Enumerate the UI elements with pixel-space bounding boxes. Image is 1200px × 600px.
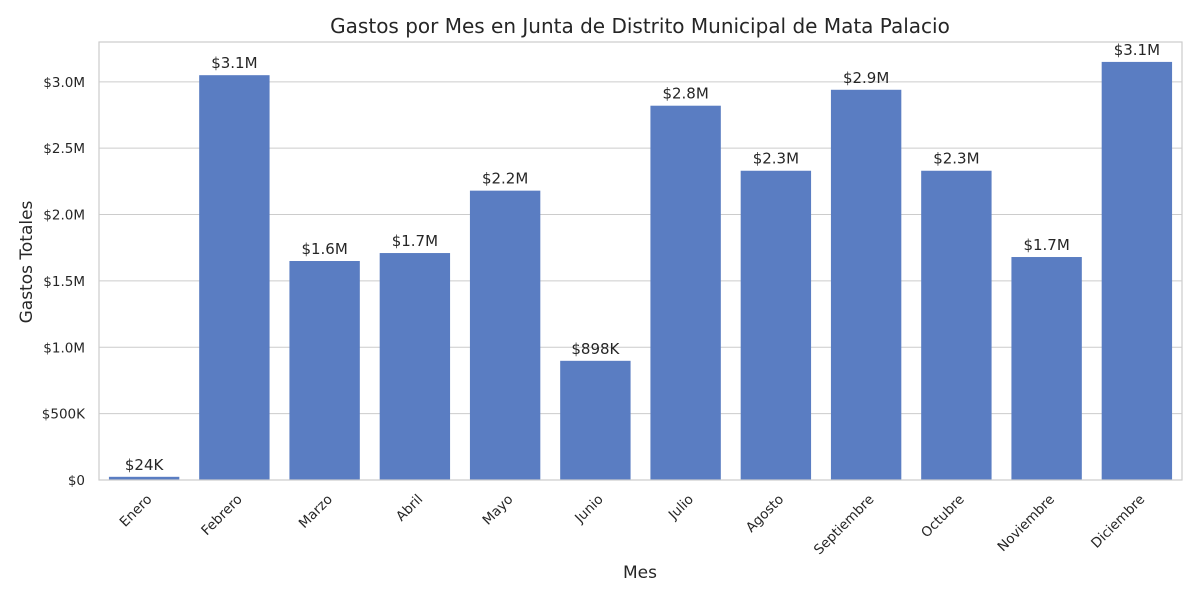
bar-value-label: $1.7M: [392, 232, 438, 250]
y-axis-label: Gastos Totales: [17, 200, 37, 323]
plot-frame: [98, 41, 1183, 481]
bar-value-label: $2.9M: [843, 69, 889, 87]
x-tick-label: Octubre: [918, 492, 968, 542]
bar: [108, 476, 180, 480]
x-tick-label: Noviembre: [995, 492, 1058, 555]
x-tick-label: Febrero: [198, 492, 245, 539]
y-tick-label: $500K: [42, 407, 86, 423]
bar: [1011, 257, 1082, 480]
chart-title: Gastos por Mes en Junta de Distrito Muni…: [330, 14, 950, 38]
gridlines: [99, 81, 1182, 481]
x-tick-label: Marzo: [296, 492, 336, 532]
x-tick-label: Agosto: [743, 492, 787, 536]
bar-value-label: $1.6M: [301, 240, 347, 258]
bar-value-label: $1.7M: [1023, 236, 1069, 254]
bar-value-label: $3.1M: [211, 54, 257, 72]
bar-value-label: $2.8M: [662, 85, 708, 103]
x-tick-label: Junio: [571, 492, 606, 527]
bar: [469, 190, 541, 480]
x-axis-ticks: Enero Febrero Marzo Abril Mayo Junio Julio Agos…: [117, 492, 1149, 559]
bar: [650, 105, 721, 480]
bar-value-label: $2.2M: [482, 170, 528, 188]
y-axis-ticks: $0 $500K $1.0M $1.5M $2.0M $2.5M $3.0M: [42, 75, 86, 489]
y-tick-label: $1.5M: [43, 274, 85, 290]
bar-value-label: $24K: [125, 456, 165, 474]
x-tick-label: Mayo: [480, 492, 517, 529]
y-tick-label: $2.0M: [43, 208, 85, 224]
bar-value-label: $898K: [571, 340, 620, 358]
x-tick-label: Enero: [117, 492, 156, 531]
bars: [108, 61, 1173, 481]
bar-value-label: $2.3M: [933, 150, 979, 168]
bar: [379, 253, 451, 480]
x-axis-label: Mes: [623, 563, 657, 583]
y-tick-label: $0: [68, 473, 85, 489]
bar: [199, 75, 270, 480]
bar-value-label: $3.1M: [1114, 41, 1160, 59]
y-tick-label: $3.0M: [43, 75, 85, 91]
x-tick-label: Diciembre: [1088, 492, 1148, 552]
bar: [921, 170, 992, 480]
bar: [560, 360, 631, 480]
x-tick-label: Septiembre: [811, 492, 878, 559]
data-labels: $24K $3.1M $1.6M $1.7M $2.2M $898K $2.8M $2.3M $…: [125, 41, 1160, 474]
x-tick-label: Abril: [393, 492, 426, 525]
bar: [289, 261, 360, 480]
y-tick-label: $2.5M: [43, 141, 85, 157]
x-tick-label: Julio: [665, 492, 697, 524]
bar: [740, 170, 812, 480]
bar: [830, 89, 902, 481]
bar: [1101, 61, 1173, 481]
y-tick-label: $1.0M: [43, 340, 85, 356]
bar-value-label: $2.3M: [753, 150, 799, 168]
